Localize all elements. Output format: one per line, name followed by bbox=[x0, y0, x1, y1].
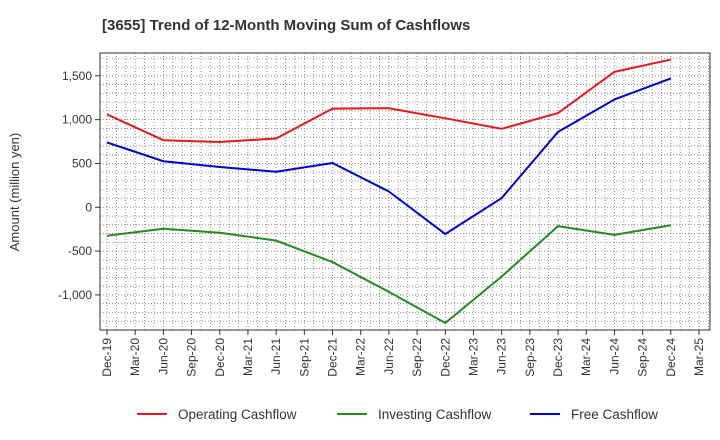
series-line-free-cashflow bbox=[106, 77, 672, 236]
y-tick-label: 500 bbox=[72, 156, 92, 170]
y-tick-label: 1,500 bbox=[62, 69, 92, 83]
x-tick-label: Mar-21 bbox=[241, 338, 255, 376]
x-tick-label: Mar-20 bbox=[128, 338, 142, 376]
legend: Operating Cashflow Investing Cashflow Free… bbox=[137, 407, 658, 422]
x-tick-label: Dec-24 bbox=[664, 338, 678, 377]
x-tick-label: Sep-22 bbox=[410, 338, 424, 377]
legend-label: Operating Cashflow bbox=[178, 407, 297, 422]
y-axis: 1,500 1,000 500 0 -500 -1,000 bbox=[58, 69, 100, 302]
x-tick-label: Dec-20 bbox=[213, 338, 227, 377]
y-tick-label: 0 bbox=[85, 200, 92, 214]
x-tick-label: Jun-21 bbox=[269, 338, 283, 375]
x-tick-label: Dec-22 bbox=[438, 338, 452, 377]
legend-label: Free Cashflow bbox=[571, 407, 658, 422]
plot-frame bbox=[99, 52, 711, 331]
x-tick-label: Jun-24 bbox=[607, 338, 621, 375]
x-tick-label: Jun-20 bbox=[156, 338, 170, 375]
series-line-operating-cashflow bbox=[106, 58, 672, 143]
y-tick-label: -500 bbox=[68, 244, 92, 258]
x-tick-label: Sep-21 bbox=[297, 338, 311, 377]
x-tick-label: Sep-24 bbox=[636, 338, 650, 377]
x-tick-label: Dec-19 bbox=[100, 338, 114, 377]
x-tick-label: Mar-24 bbox=[579, 338, 593, 376]
x-tick-label: Mar-25 bbox=[692, 338, 706, 376]
x-tick-label: Mar-22 bbox=[354, 338, 368, 376]
x-tick-label: Jun-22 bbox=[382, 338, 396, 375]
x-tick-label: Mar-23 bbox=[466, 338, 480, 376]
y-axis-label: Amount (million yen) bbox=[7, 133, 22, 252]
chart-title: [3655] Trend of 12-Month Moving Sum of C… bbox=[102, 17, 470, 34]
x-tick-label: Sep-20 bbox=[185, 338, 199, 377]
x-tick-label: Jun-23 bbox=[495, 338, 509, 375]
series-line-investing-cashflow bbox=[106, 224, 671, 324]
y-tick-label: -1,000 bbox=[58, 288, 92, 302]
y-tick-label: 1,000 bbox=[62, 113, 92, 127]
x-tick-label: Dec-23 bbox=[551, 338, 565, 377]
x-axis: Dec-19 Mar-20 Jun-20 Sep-20 Dec-20 Mar-21 Jun-… bbox=[100, 330, 706, 377]
x-tick-label: Sep-23 bbox=[523, 338, 537, 377]
x-tick-label: Dec-21 bbox=[326, 338, 340, 377]
legend-label: Investing Cashflow bbox=[378, 407, 492, 422]
grid bbox=[100, 53, 710, 331]
plot-series bbox=[106, 58, 672, 324]
